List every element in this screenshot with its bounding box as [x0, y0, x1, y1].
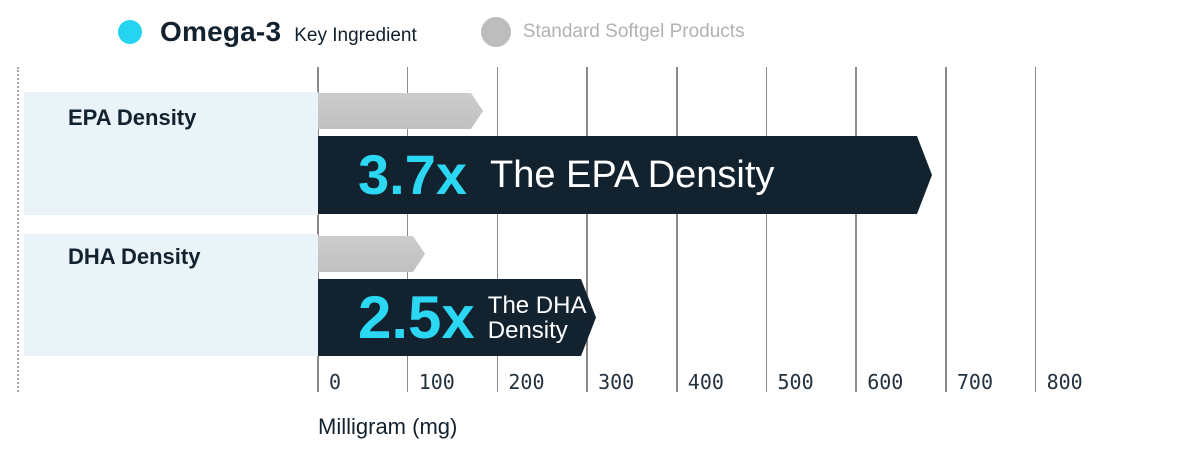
- gridline: [496, 67, 499, 392]
- legend-secondary-label: Standard Softgel Products: [522, 21, 745, 42]
- standard-epa-bar: [318, 93, 483, 129]
- tick-label: 600: [867, 370, 904, 394]
- gridline: [676, 67, 678, 392]
- legend-primary-label: Omega-3: [160, 16, 282, 47]
- tick-label: 500: [777, 370, 814, 394]
- dha-row-band: [24, 234, 318, 356]
- tick-label: 0: [329, 370, 342, 394]
- dha-annotation-text: The DHA Density: [488, 293, 587, 343]
- plot-left-dotted-border: [17, 67, 19, 392]
- omega3-epa-bar: 3.7x The EPA Density: [318, 136, 932, 214]
- dha-multiplier-label: 2.5x: [358, 283, 475, 351]
- epa-annotation-text: The EPA Density: [490, 153, 775, 196]
- epa-category-label: EPA Density: [68, 105, 197, 130]
- tick-label: 200: [508, 370, 545, 394]
- tick-label: 400: [687, 370, 724, 394]
- gridline: [765, 67, 768, 392]
- legend-primary-qualifier: Key Ingredient: [294, 25, 417, 46]
- standard-legend-dot-icon: [480, 17, 511, 47]
- dha-annotation-line2: Density: [487, 316, 568, 344]
- tick-label: 700: [956, 370, 994, 394]
- gridline: [855, 67, 857, 392]
- epa-row-band: [24, 92, 318, 215]
- dha-annotation-line1: The DHA: [487, 291, 587, 319]
- legend-primary-group: Omega-3 Key Ingredient: [160, 16, 417, 48]
- epa-multiplier-label: 3.7x: [358, 143, 467, 206]
- gridline: [1034, 67, 1037, 392]
- tick-label: 300: [598, 370, 635, 394]
- omega3-legend-dot-icon: [118, 20, 142, 44]
- x-axis-title: Milligram (mg): [318, 414, 458, 439]
- tick-label: 800: [1046, 370, 1083, 394]
- gridline: [317, 67, 319, 392]
- gridline: [945, 67, 947, 392]
- gridline: [406, 67, 409, 392]
- tick-label: 100: [418, 370, 455, 394]
- gridline: [586, 67, 588, 392]
- omega3-dha-bar: 2.5x The DHA Density: [318, 279, 596, 356]
- dha-category-label: DHA Density: [68, 244, 201, 269]
- legend: Omega-3 Key Ingredient Standard Softgel …: [118, 0, 745, 64]
- standard-dha-bar: [318, 236, 425, 272]
